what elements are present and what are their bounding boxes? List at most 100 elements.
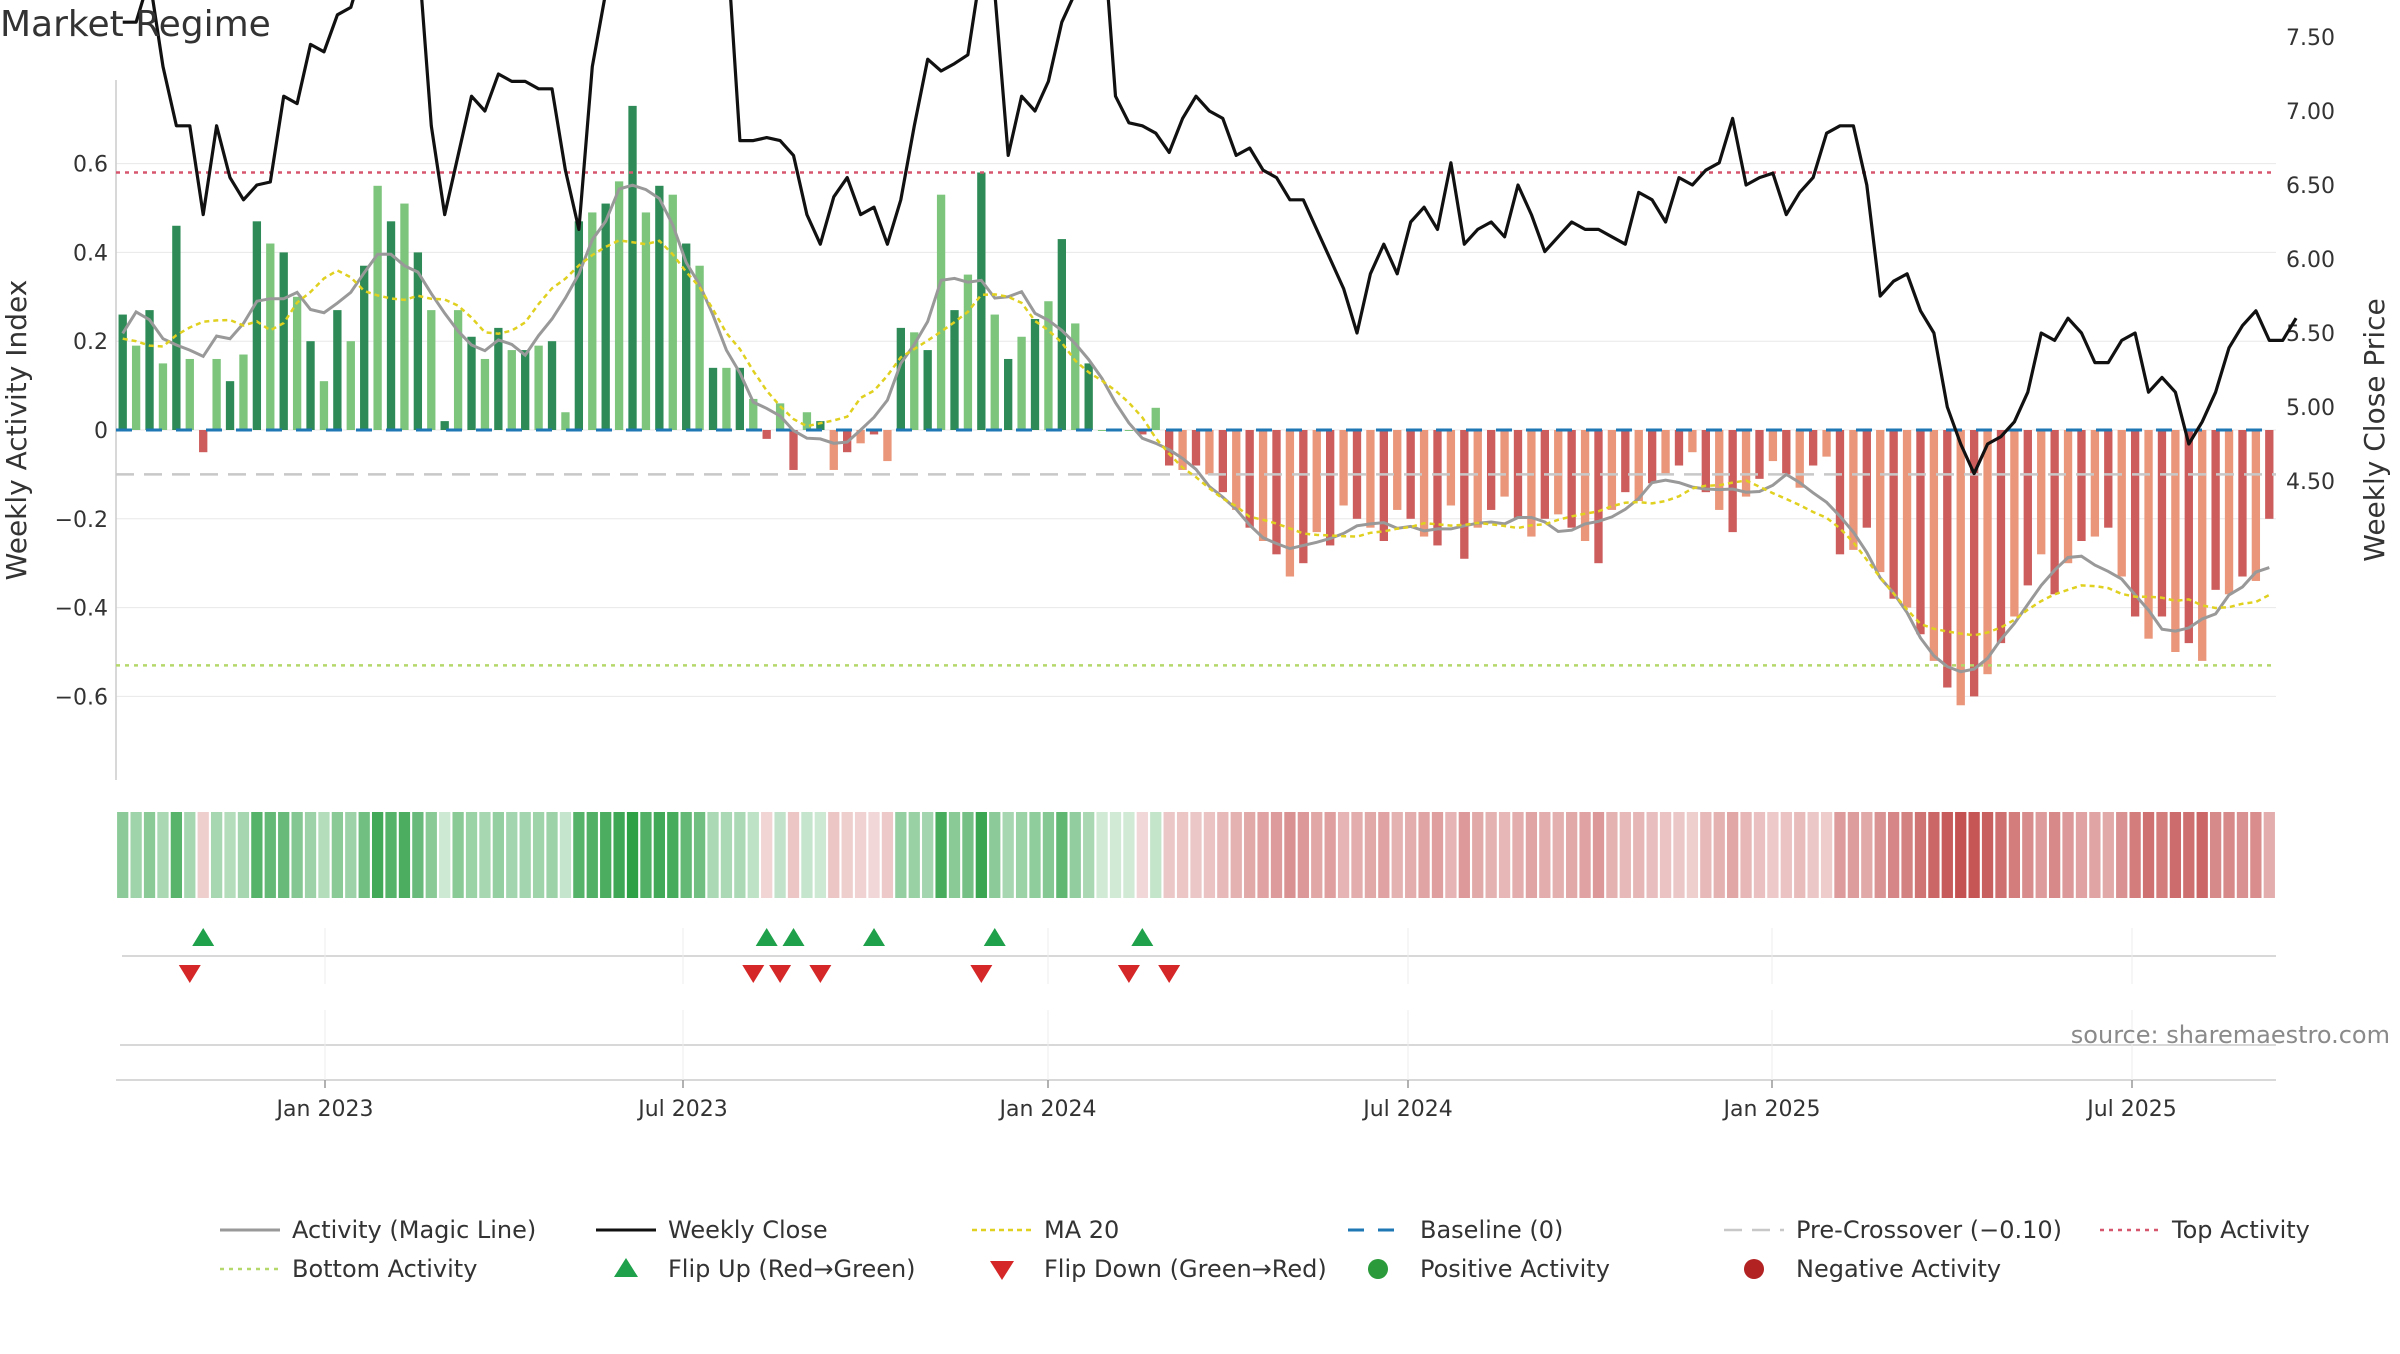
activity-bar	[1983, 430, 1992, 675]
regime-strip-cell	[532, 812, 545, 898]
activity-bar	[1232, 430, 1241, 510]
activity-bar	[1272, 430, 1281, 555]
activity-bar	[628, 105, 637, 430]
regime-strip-cell	[2156, 812, 2168, 898]
activity-bar	[641, 212, 651, 430]
regime-strip-cell	[1686, 812, 1699, 898]
regime-strip-cell	[143, 812, 156, 898]
y-right-tick-label: 6.00	[2286, 248, 2335, 273]
y-right-tick-label: 5.00	[2286, 396, 2335, 421]
legend-item: Weekly Close	[596, 1216, 828, 1244]
regime-strip-cell	[1968, 812, 1980, 898]
regime-strip-cell	[881, 812, 894, 898]
activity-bar	[1084, 363, 1093, 430]
legend-label: Positive Activity	[1420, 1255, 1610, 1283]
regime-strip-cell	[948, 812, 961, 898]
activity-bar	[1607, 430, 1617, 510]
regime-strip-cell	[1485, 812, 1497, 898]
activity-bar	[1218, 430, 1227, 493]
regime-strip-cell	[1083, 812, 1095, 898]
activity-bar	[749, 398, 758, 430]
regime-strip-cell	[2022, 812, 2034, 898]
flip-down-marker	[742, 965, 765, 983]
activity-bar	[1741, 430, 1751, 497]
regime-strip-cell	[640, 812, 652, 898]
regime-strip-cell	[613, 812, 625, 898]
activity-bar	[1554, 430, 1563, 515]
regime-strip-cell	[653, 812, 665, 898]
activity-bar	[239, 354, 248, 430]
activity-bar	[1902, 430, 1912, 608]
activity-bar	[1339, 430, 1348, 506]
regime-strip-cell	[479, 812, 491, 898]
regime-strip-cell	[291, 812, 303, 898]
regime-strip-cell	[1270, 812, 1283, 898]
regime-strip-cell	[1888, 812, 1900, 898]
regime-strip-cell	[1337, 812, 1350, 898]
activity-bar	[1379, 430, 1388, 541]
regime-strip-cell	[2075, 812, 2088, 898]
regime-strip-cell	[1700, 812, 1712, 898]
negative-dot-icon	[1744, 1259, 1764, 1279]
activity-bar	[829, 430, 838, 470]
legend-item: Pre-Crossover (−0.10)	[1724, 1216, 2062, 1244]
regime-strip-cell	[2116, 812, 2128, 898]
regime-strip-cell	[1512, 812, 1524, 898]
regime-strip-cell	[1378, 812, 1390, 898]
activity-bar	[185, 358, 194, 430]
flip-up-marker	[983, 928, 1006, 946]
regime-strip-cell	[1780, 812, 1792, 898]
regime-strip-cell	[922, 812, 934, 898]
regime-strip-cell	[2142, 812, 2155, 898]
activity-bar	[2198, 430, 2207, 661]
regime-strip-cell	[1820, 812, 1833, 898]
activity-bar	[2023, 430, 2032, 586]
activity-bar	[1808, 430, 1818, 466]
regime-strip-cell	[130, 812, 142, 898]
regime-strip-cell	[278, 812, 290, 898]
activity-bar	[1835, 430, 1845, 555]
regime-strip-cell	[425, 812, 437, 898]
legend-item: Bottom Activity	[220, 1255, 477, 1283]
activity-bar	[2251, 430, 2261, 581]
regime-strip-cell	[197, 812, 209, 898]
legend-item: Baseline (0)	[1348, 1216, 1563, 1244]
source-label: source: sharemaestro.com	[2071, 1021, 2390, 1049]
magic-line	[121, 183, 2270, 674]
regime-strip-cell	[170, 812, 183, 898]
y-right-tick-label: 5.50	[2286, 322, 2335, 347]
legend-label: Weekly Close	[668, 1216, 828, 1244]
activity-bar	[1674, 430, 1684, 466]
activity-bar	[2090, 430, 2100, 537]
activity-bar	[1795, 430, 1804, 488]
regime-strip-cell	[1633, 812, 1645, 898]
regime-strip-cell	[1525, 812, 1538, 898]
regime-strip-cell	[1592, 812, 1605, 898]
regime-strip-cell	[1015, 812, 1028, 898]
flip-up-marker	[1131, 928, 1154, 946]
regime-strip-cell	[1445, 812, 1457, 898]
activity-bar	[1044, 301, 1053, 430]
activity-bar	[1822, 430, 1831, 457]
activity-bar	[453, 310, 463, 430]
activity-bar	[2224, 430, 2234, 595]
legend-label: Baseline (0)	[1420, 1216, 1563, 1244]
activity-bar	[1782, 430, 1791, 475]
regime-strip-cell	[1190, 812, 1202, 898]
activity-bar	[1728, 430, 1737, 533]
x-tick-label: Jul 2023	[636, 1097, 728, 1122]
flip-up-marker	[782, 928, 805, 946]
regime-strip-cell	[841, 812, 853, 898]
activity-bar	[534, 345, 543, 430]
regime-strip-cell	[1955, 812, 1967, 898]
activity-bar	[588, 212, 597, 430]
regime-strip-cell	[2129, 812, 2141, 898]
regime-strip-cell	[398, 812, 411, 898]
regime-strip-cell	[895, 812, 907, 898]
flip-down-marker	[1158, 965, 1181, 983]
activity-bar	[1916, 430, 1925, 635]
legend-label: Bottom Activity	[292, 1255, 477, 1283]
regime-strip-cell	[814, 812, 826, 898]
activity-bar	[1701, 430, 1710, 493]
